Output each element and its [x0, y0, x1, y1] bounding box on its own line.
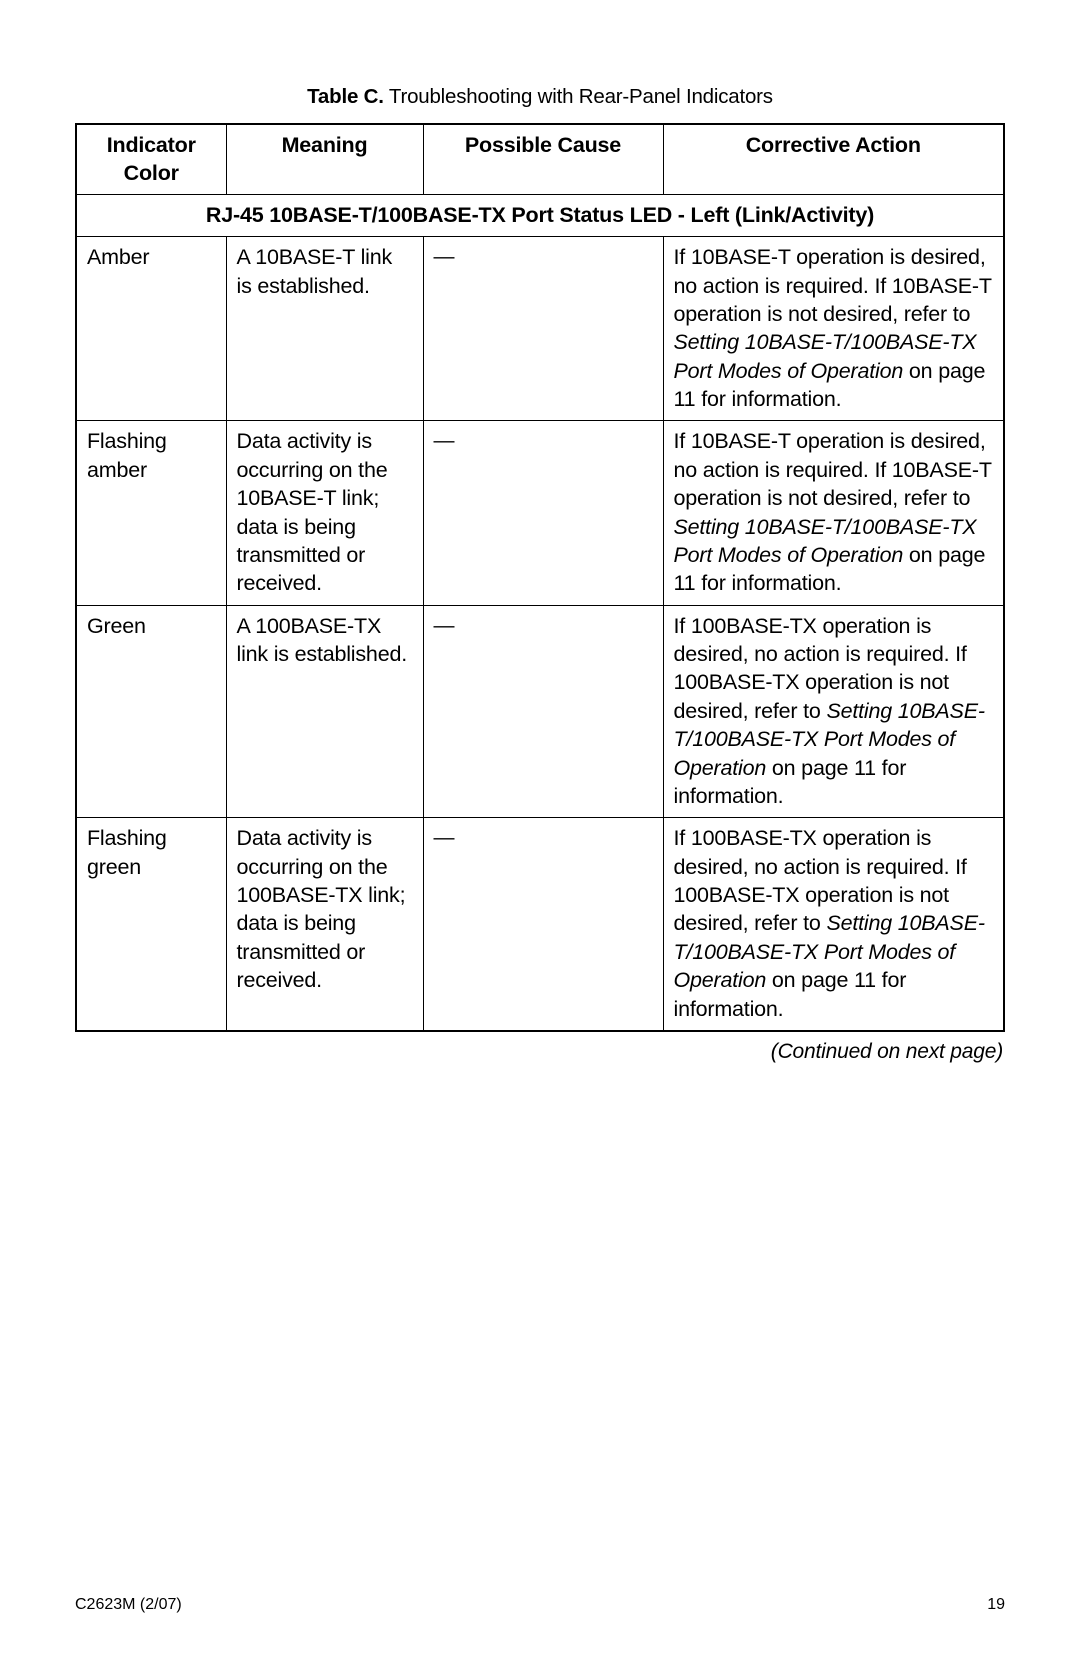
- footer-page-number: 19: [987, 1596, 1005, 1614]
- cell-corrective-action: If 10BASE-T operation is desired, no act…: [663, 237, 1004, 421]
- troubleshooting-table: Indicator Color Meaning Possible Cause C…: [75, 123, 1005, 1032]
- cell-indicator-color: Green: [76, 605, 226, 818]
- section-header: RJ-45 10BASE-T/100BASE-TX Port Status LE…: [76, 194, 1004, 236]
- cell-meaning: Data activity is occurring on the 100BAS…: [226, 818, 423, 1031]
- cell-indicator-color: Amber: [76, 237, 226, 421]
- cell-indicator-color: Flashing amber: [76, 421, 226, 605]
- table-caption: Table C. Troubleshooting with Rear-Panel…: [75, 85, 1005, 109]
- cell-meaning: A 100BASE-TX link is established.: [226, 605, 423, 818]
- table-row: Flashing amber Data activity is occurrin…: [76, 421, 1004, 605]
- action-text-pre: If 10BASE-T operation is desired, no act…: [674, 245, 992, 326]
- cell-meaning: A 10BASE-T link is established.: [226, 237, 423, 421]
- cell-corrective-action: If 10BASE-T operation is desired, no act…: [663, 421, 1004, 605]
- caption-label: Table C.: [307, 85, 384, 108]
- cell-possible-cause: —: [423, 818, 663, 1031]
- cell-meaning: Data activity is occurring on the 10BASE…: [226, 421, 423, 605]
- continued-note: (Continued on next page): [75, 1040, 1005, 1064]
- col-header-indicator-color: Indicator Color: [76, 124, 226, 194]
- col-header-corrective-action: Corrective Action: [663, 124, 1004, 194]
- cell-indicator-color: Flashing green: [76, 818, 226, 1031]
- table-row: Flashing green Data activity is occurrin…: [76, 818, 1004, 1031]
- page-footer: C2623M (2/07) 19: [75, 1596, 1005, 1614]
- cell-corrective-action: If 100BASE-TX operation is desired, no a…: [663, 818, 1004, 1031]
- action-text-pre: If 10BASE-T operation is desired, no act…: [674, 429, 992, 510]
- col-header-meaning: Meaning: [226, 124, 423, 194]
- cell-possible-cause: —: [423, 237, 663, 421]
- table-header-row: Indicator Color Meaning Possible Cause C…: [76, 124, 1004, 194]
- col-header-possible-cause: Possible Cause: [423, 124, 663, 194]
- section-header-row: RJ-45 10BASE-T/100BASE-TX Port Status LE…: [76, 194, 1004, 236]
- cell-possible-cause: —: [423, 421, 663, 605]
- footer-doc-id: C2623M (2/07): [75, 1596, 182, 1614]
- caption-title: Troubleshooting with Rear-Panel Indicato…: [389, 85, 773, 108]
- table-row: Green A 100BASE-TX link is established. …: [76, 605, 1004, 818]
- cell-corrective-action: If 100BASE-TX operation is desired, no a…: [663, 605, 1004, 818]
- cell-possible-cause: —: [423, 605, 663, 818]
- table-row: Amber A 10BASE-T link is established. — …: [76, 237, 1004, 421]
- page: Table C. Troubleshooting with Rear-Panel…: [0, 0, 1080, 1669]
